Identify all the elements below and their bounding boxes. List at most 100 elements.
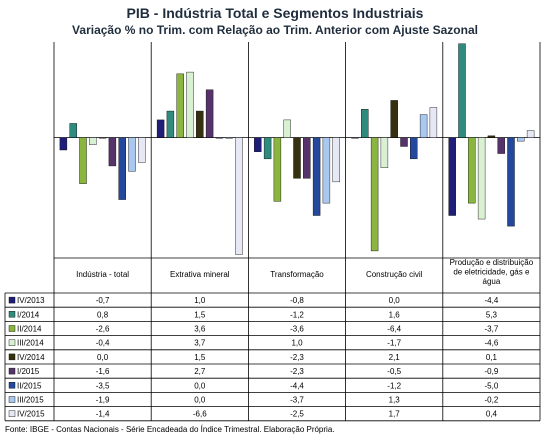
data-label: -0,9 bbox=[485, 367, 499, 376]
bar-I-2014-2 bbox=[263, 137, 272, 160]
legend-swatch bbox=[8, 311, 16, 318]
category-label: água bbox=[483, 277, 501, 286]
legend-swatch bbox=[8, 410, 16, 417]
category-label: Indústria - total bbox=[76, 270, 129, 279]
bar-II-2015-2 bbox=[312, 137, 321, 216]
data-label: -0,7 bbox=[96, 296, 110, 305]
data-label: 0,8 bbox=[97, 310, 109, 319]
data-label: 1,7 bbox=[389, 410, 401, 419]
data-label: -2,6 bbox=[96, 325, 110, 334]
data-label: -3,5 bbox=[96, 381, 110, 390]
bar-III-2015-2 bbox=[322, 137, 331, 204]
legend-swatch bbox=[8, 296, 16, 304]
data-label: 0,0 bbox=[97, 353, 109, 362]
bar-I-2015-3 bbox=[400, 137, 408, 147]
bar-IV-2014-0 bbox=[98, 137, 107, 139]
bar-II-2014-4 bbox=[468, 137, 476, 204]
legend-label: I/2015 bbox=[17, 367, 40, 376]
data-label: -1,6 bbox=[96, 367, 110, 376]
bar-II-2015-0 bbox=[118, 137, 126, 200]
bar-III-2014-0 bbox=[89, 137, 97, 145]
bar-II-2015-1 bbox=[215, 137, 224, 139]
data-label: -0,8 bbox=[290, 296, 304, 305]
legend-swatch bbox=[8, 367, 16, 375]
bar-IV-2013-3 bbox=[351, 137, 359, 139]
bar-II-2014-1 bbox=[176, 73, 184, 138]
bar-II-2014-2 bbox=[273, 137, 282, 202]
legend-swatch bbox=[8, 396, 16, 403]
bar-IV-2013-0 bbox=[59, 137, 68, 151]
bar-II-2014-3 bbox=[370, 137, 379, 252]
bar-I-2015-0 bbox=[108, 137, 117, 167]
data-label: -5,0 bbox=[485, 381, 499, 390]
data-label: -4,4 bbox=[290, 381, 304, 390]
data-label: 1,3 bbox=[389, 396, 401, 405]
bar-III-2014-1 bbox=[186, 71, 194, 138]
data-label: -1,7 bbox=[387, 339, 401, 348]
legend-label: II/2014 bbox=[17, 325, 42, 334]
category-label: Produção e distribuição bbox=[450, 258, 534, 267]
bar-I-2014-1 bbox=[166, 110, 175, 138]
data-label: 0,0 bbox=[389, 296, 401, 305]
data-label: 1,5 bbox=[194, 353, 206, 362]
bar-IV-2014-2 bbox=[293, 137, 301, 179]
bar-IV-2013-1 bbox=[156, 119, 165, 138]
data-label: -0,5 bbox=[387, 367, 401, 376]
bar-IV-2015-2 bbox=[332, 137, 340, 183]
bar-IV-2014-4 bbox=[487, 135, 496, 138]
bar-III-2014-2 bbox=[283, 119, 291, 138]
bar-IV-2014-3 bbox=[390, 100, 398, 138]
bar-III-2015-4 bbox=[517, 137, 525, 142]
chart-subtitle: Variação % no Trim. com Relação ao Trim.… bbox=[72, 23, 478, 37]
data-label: -3,7 bbox=[485, 325, 499, 334]
data-label: -3,6 bbox=[290, 325, 304, 334]
bar-IV-2014-1 bbox=[196, 110, 204, 138]
bar-IV-2013-2 bbox=[254, 137, 262, 152]
data-label: -6,6 bbox=[193, 410, 207, 419]
category-label: de eletricidade, gás e bbox=[453, 268, 530, 277]
bar-III-2014-4 bbox=[477, 137, 486, 220]
data-label: 0,4 bbox=[486, 410, 498, 419]
category-label: Transformação bbox=[270, 270, 324, 279]
data-label: -1,2 bbox=[290, 310, 304, 319]
bar-III-2014-3 bbox=[380, 137, 389, 168]
data-label: -1,2 bbox=[387, 381, 401, 390]
legend-label: IV/2014 bbox=[17, 353, 45, 362]
data-label: -4,6 bbox=[485, 339, 499, 348]
data-label: 2,1 bbox=[389, 353, 401, 362]
data-label: -1,4 bbox=[96, 410, 110, 419]
data-label: 1,6 bbox=[389, 310, 401, 319]
bar-III-2015-0 bbox=[128, 137, 136, 172]
data-label: -1,9 bbox=[96, 396, 110, 405]
data-label: 0,0 bbox=[194, 381, 206, 390]
data-label: -0,2 bbox=[485, 396, 499, 405]
category-label: Construção civil bbox=[366, 270, 423, 279]
data-label: 3,6 bbox=[194, 325, 206, 334]
data-label: 0,0 bbox=[194, 396, 206, 405]
bar-IV-2015-4 bbox=[526, 130, 535, 138]
bar-II-2015-4 bbox=[507, 137, 515, 227]
category-label: Extrativa mineral bbox=[170, 270, 230, 279]
bar-IV-2015-0 bbox=[138, 137, 146, 163]
data-label: -4,4 bbox=[485, 296, 499, 305]
data-label: 1,0 bbox=[194, 296, 206, 305]
bar-I-2014-3 bbox=[361, 109, 369, 138]
legend-label: II/2015 bbox=[17, 381, 42, 390]
data-label: 2,7 bbox=[194, 367, 206, 376]
bar-II-2014-0 bbox=[79, 137, 87, 184]
legend-swatch bbox=[8, 353, 16, 361]
source-footnote: Fonte: IBGE - Contas Nacionais - Série E… bbox=[5, 425, 335, 434]
data-label: -2,5 bbox=[290, 410, 304, 419]
bar-II-2015-3 bbox=[410, 137, 418, 160]
legend-label: III/2014 bbox=[17, 339, 44, 348]
legend-swatch bbox=[8, 339, 16, 346]
data-label: -3,7 bbox=[290, 396, 304, 405]
bar-I-2014-4 bbox=[458, 43, 466, 138]
bar-I-2015-1 bbox=[205, 89, 214, 138]
data-label: -0,4 bbox=[96, 339, 110, 348]
bar-I-2014-0 bbox=[69, 123, 77, 138]
bar-III-2015-3 bbox=[419, 114, 428, 138]
bar-IV-2013-4 bbox=[448, 137, 456, 216]
legend-label: I/2014 bbox=[17, 310, 40, 319]
